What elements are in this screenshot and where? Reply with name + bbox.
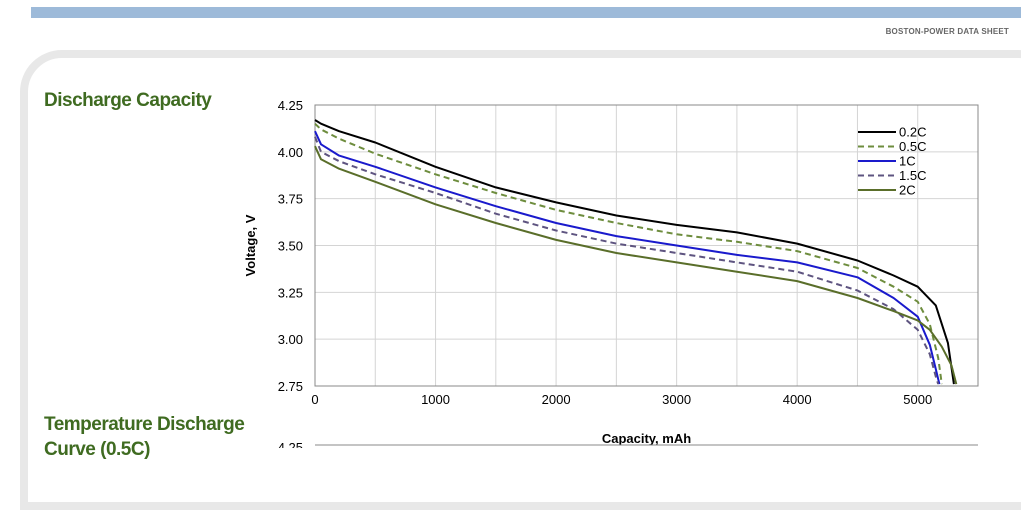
x-tick-label: 0 <box>311 392 318 407</box>
legend-label: 0.2C <box>899 125 926 140</box>
series-line-1-5c <box>314 136 940 385</box>
plot-area-frame <box>314 104 979 387</box>
legend-label: 1C <box>899 154 916 169</box>
series-line-1c <box>314 130 941 385</box>
temperature-discharge-title: Temperature Discharge <box>44 414 245 435</box>
y-tick-label: 4.00 <box>278 145 303 160</box>
top-accent-bar <box>31 7 1021 18</box>
legend-label: 2C <box>899 183 916 198</box>
legend-label: 0.5C <box>899 139 926 154</box>
x-tick-label: 1000 <box>421 392 450 407</box>
x-tick-label: 5000 <box>903 392 932 407</box>
content-panel <box>20 50 1021 510</box>
y-tick-label: 4.25 <box>278 98 303 113</box>
x-axis-label: Capacity, mAh <box>602 431 691 446</box>
y-tick-label: 3.75 <box>278 192 303 207</box>
series-line-0-2c <box>314 119 955 385</box>
second-chart-top-tick-label: 4.25 <box>278 440 303 448</box>
x-tick-label: 3000 <box>662 392 691 407</box>
document-header-label: BOSTON-POWER DATA SHEET <box>885 27 1009 36</box>
discharge-capacity-chart: 2.75 3.00 3.25 3.50 3.75 4.00 4.25 0 1000 2000 300… <box>243 98 979 448</box>
series-line-2c <box>314 145 958 385</box>
series-line-0-5c <box>314 122 943 385</box>
y-tick-label: 2.75 <box>278 379 303 394</box>
y-tick-label: 3.50 <box>278 239 303 254</box>
discharge-capacity-title: Discharge Capacity <box>44 90 212 111</box>
x-tick-label: 4000 <box>783 392 812 407</box>
axis-ticks: 2.75 3.00 3.25 3.50 3.75 4.00 4.25 0 1000 2000 300… <box>278 98 933 407</box>
chart-series <box>314 119 958 385</box>
y-axis-label: Voltage, V <box>243 214 258 276</box>
x-tick-label: 2000 <box>542 392 571 407</box>
legend-label: 1.5C <box>899 168 926 183</box>
y-tick-label: 3.25 <box>278 285 303 300</box>
y-tick-label: 3.00 <box>278 332 303 347</box>
